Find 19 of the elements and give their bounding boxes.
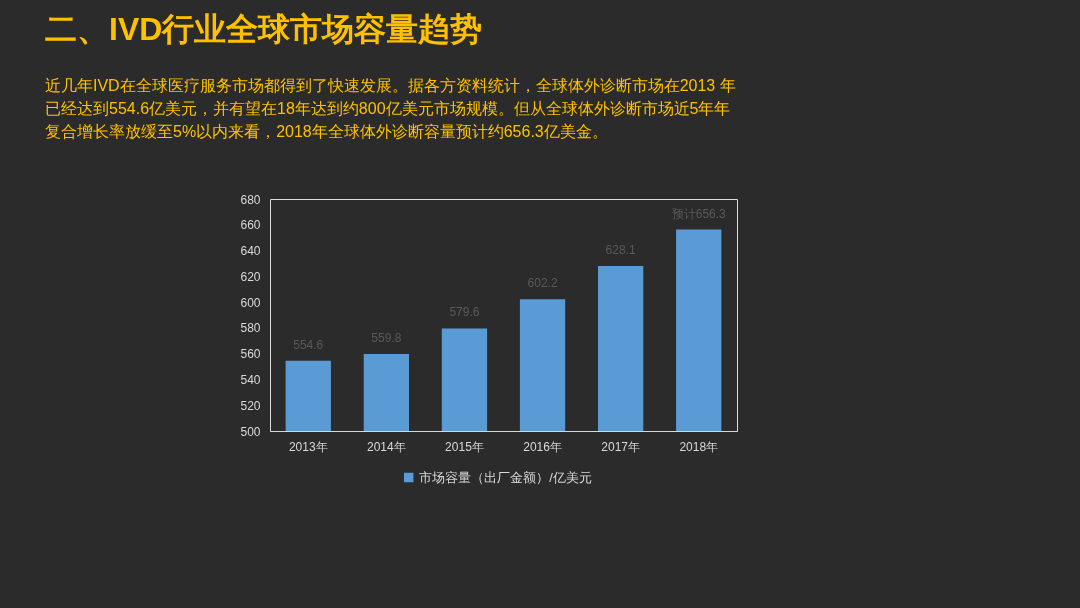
y-tick-label: 640 xyxy=(240,244,261,259)
y-tick-label: 560 xyxy=(240,347,261,362)
y-tick-label: 620 xyxy=(240,269,261,284)
x-tick-label: 2018年 xyxy=(679,439,719,454)
legend-label: 市场容量（出厂金额）/亿美元 xyxy=(419,469,592,485)
x-tick-label: 2014年 xyxy=(367,439,406,454)
y-tick-label: 600 xyxy=(240,295,261,310)
x-tick-label: 2016年 xyxy=(523,439,562,454)
y-tick-label: 520 xyxy=(240,398,261,413)
chart-subtitle: 近几年IVD在全球医疗服务市场都得到了快速发展。据各方资料统计，全球体外诊断市场在2013 年已经达到554.6亿美元，并有望在18年达到约800亿美元市场规模。但从全球体外诊断市场近5年年复合增长率放缓至5%以内来看，2018年全球体外诊断容量预计约656.3亿美金。 xyxy=(45,77,736,140)
x-tick-label: 2017年 xyxy=(601,439,640,454)
y-tick-label: 500 xyxy=(240,424,261,439)
y-tick-label: 660 xyxy=(240,218,261,233)
y-tick-label: 580 xyxy=(240,321,261,336)
x-tick-label: 2013年 xyxy=(288,439,328,454)
x-tick-label: 2015年 xyxy=(445,439,484,454)
y-tick-label: 540 xyxy=(240,372,261,387)
chart-title: 二、IVD行业全球市场容量趋势 xyxy=(45,11,483,47)
y-tick-label: 680 xyxy=(240,192,261,207)
